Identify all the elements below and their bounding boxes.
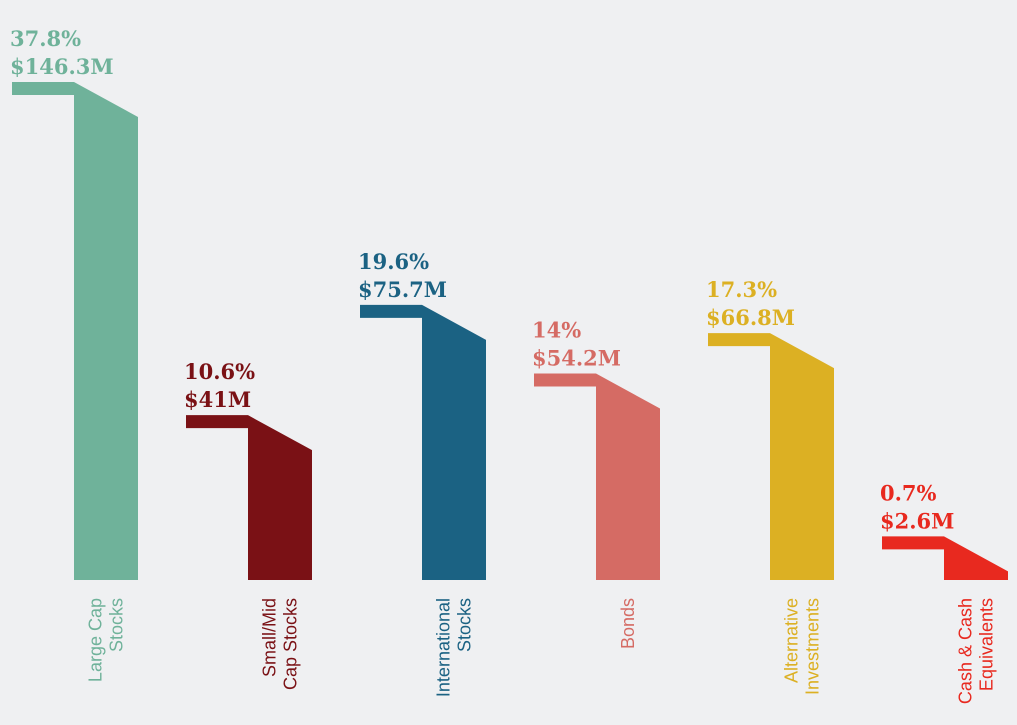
category-label: Stocks — [455, 598, 475, 652]
category-label: Alternative — [782, 598, 802, 683]
category-label: Investments — [803, 598, 823, 695]
bar — [360, 304, 486, 580]
amount-label: $146.3M — [10, 54, 114, 79]
value-label: 37.8% — [10, 26, 81, 51]
category-label: Small/Mid — [260, 598, 280, 677]
bar — [882, 536, 1008, 580]
value-label: 10.6% — [184, 359, 255, 384]
category-label: Equivalents — [977, 598, 997, 691]
category-label: Cash & Cash — [956, 598, 976, 704]
value-label: 14% — [532, 318, 581, 343]
amount-label: $75.7M — [358, 277, 447, 302]
value-label: 17.3% — [706, 277, 777, 302]
bar — [708, 333, 834, 580]
value-label: 0.7% — [880, 480, 937, 505]
bar — [186, 415, 312, 580]
category-label: Stocks — [107, 598, 127, 652]
amount-label: $41M — [184, 387, 251, 412]
amount-label: $2.6M — [880, 508, 954, 533]
category-label: Cap Stocks — [281, 598, 301, 690]
category-label: Bonds — [618, 598, 638, 649]
category-label: Large Cap — [86, 598, 106, 682]
amount-label: $54.2M — [532, 346, 621, 371]
bar — [534, 373, 660, 580]
value-label: 19.6% — [358, 249, 429, 274]
amount-label: $66.8M — [706, 305, 795, 330]
bar — [12, 82, 138, 580]
category-label: International — [434, 598, 454, 697]
